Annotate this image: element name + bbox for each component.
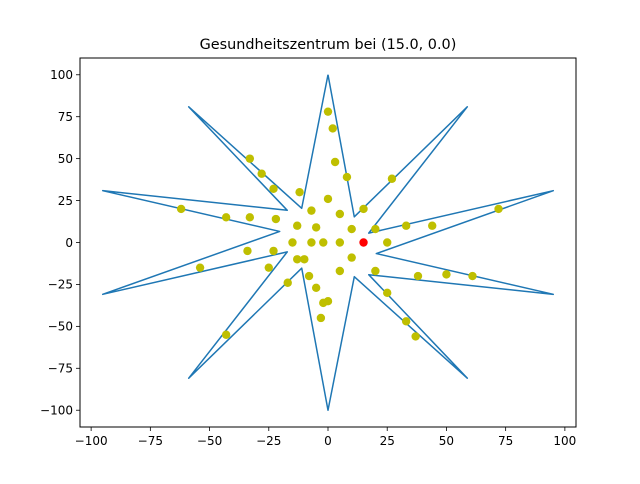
data-point	[347, 224, 356, 234]
x-tick-label: 25	[380, 434, 395, 448]
data-point	[401, 317, 411, 326]
data-point	[442, 270, 451, 279]
y-tick-label: 50	[58, 152, 73, 166]
data-point	[245, 154, 255, 163]
y-tick-label: 75	[58, 110, 73, 124]
data-point	[328, 124, 337, 133]
plot-layer	[101, 74, 555, 411]
x-tick-label: 100	[553, 434, 576, 448]
x-tick-label: 50	[439, 434, 454, 448]
data-point	[371, 266, 380, 276]
y-tick-label: −75	[48, 362, 73, 376]
data-point	[311, 283, 321, 292]
axes-layer: −100 −75 −50 −25 0 25 50 75 100 −100 −75 −50 −25 0 25 5…	[40, 57, 577, 448]
data-point	[311, 223, 321, 232]
data-point	[264, 263, 273, 272]
y-tick-label: 25	[58, 194, 73, 208]
y-tick-label: 0	[65, 236, 73, 250]
x-tick-label: −25	[256, 434, 281, 448]
data-point	[335, 238, 345, 247]
data-point	[243, 246, 252, 256]
data-point	[383, 238, 392, 247]
data-point	[195, 263, 205, 272]
data-point	[269, 246, 278, 256]
y-tick-label: −50	[48, 320, 73, 334]
data-point	[221, 330, 231, 339]
data-point	[428, 221, 437, 230]
data-point	[323, 194, 333, 204]
data-point	[494, 204, 503, 214]
data-point	[335, 209, 345, 219]
health-center-point	[359, 238, 368, 247]
data-point	[304, 271, 314, 281]
data-point	[283, 278, 292, 287]
data-point	[245, 213, 255, 222]
y-tick-label: 100	[50, 68, 73, 82]
x-tick-label: −100	[75, 434, 108, 448]
y-tick-label: −25	[48, 278, 73, 292]
x-tick-label: 75	[498, 434, 513, 448]
data-point	[468, 271, 477, 281]
data-point	[316, 313, 326, 323]
data-point	[335, 266, 345, 276]
data-point	[319, 298, 328, 308]
data-point	[401, 221, 411, 230]
x-tick-label: −75	[138, 434, 163, 448]
data-point	[295, 187, 304, 197]
data-point	[347, 253, 356, 262]
data-point	[257, 169, 266, 178]
y-tick-label: −100	[40, 404, 73, 418]
data-point	[323, 107, 333, 116]
data-point	[387, 174, 397, 183]
data-point	[413, 271, 423, 281]
star-outline-line	[101, 74, 555, 411]
data-point	[342, 172, 352, 182]
data-point	[288, 238, 297, 247]
data-point	[319, 238, 328, 247]
x-tick-label: −50	[197, 434, 222, 448]
data-point	[411, 332, 420, 341]
data-point	[330, 157, 340, 167]
data-point	[293, 255, 302, 264]
chart-title: Gesundheitszentrum bei (15.0, 0.0)	[200, 37, 457, 53]
data-point	[300, 255, 309, 264]
data-point	[359, 204, 368, 214]
data-point	[307, 206, 316, 215]
data-point	[271, 214, 281, 224]
data-point	[307, 238, 316, 247]
data-point	[371, 224, 380, 234]
data-point	[383, 288, 392, 298]
data-point	[176, 204, 186, 214]
data-point	[293, 221, 302, 230]
data-point	[269, 184, 278, 194]
data-point	[221, 213, 231, 222]
x-tick-label: 0	[324, 434, 332, 448]
